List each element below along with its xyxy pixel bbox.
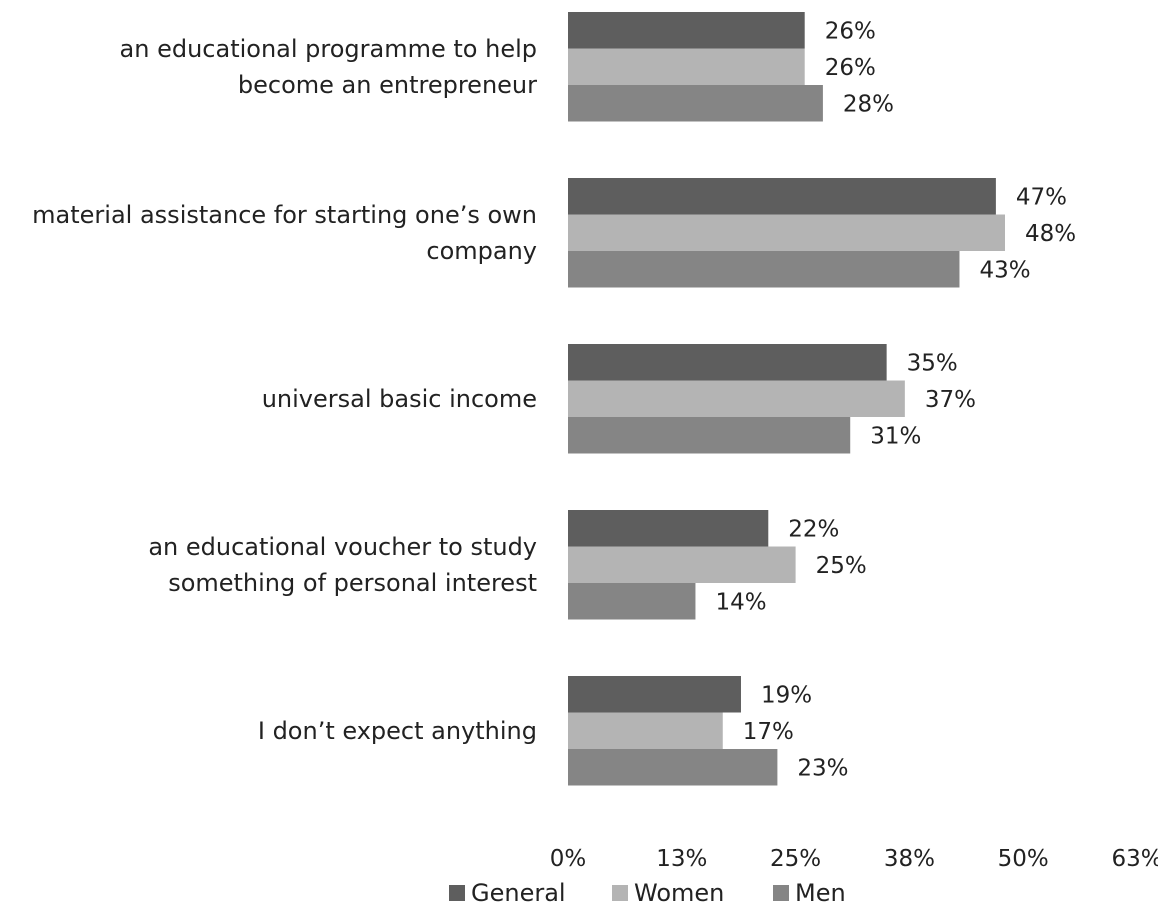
value-labels-group: 26% 26% 28% 47% 48% 43% 35% 37%31% 22% 25% 14% 19% 1… xyxy=(715,18,1076,781)
x-tick-label-3: 38% xyxy=(884,846,935,872)
x-tick-label-2: 25% xyxy=(770,846,821,872)
x-tick-label-5: 63% xyxy=(1111,846,1158,872)
category-label-1-line-1: company xyxy=(426,237,537,265)
legend-label-women: Women xyxy=(634,879,724,905)
x-tick-label-0: 0% xyxy=(550,846,587,872)
legend-swatch-general xyxy=(449,885,465,901)
value-label-general-1: 47% xyxy=(1016,184,1067,210)
bar-men-2 xyxy=(568,417,851,454)
category-label-1-line-0: material assistance for starting one’s o… xyxy=(32,201,537,229)
bar-general-0 xyxy=(568,12,805,49)
bar-women-2 xyxy=(568,380,905,417)
bar-women-3 xyxy=(568,546,796,583)
bar-men-3 xyxy=(568,583,696,620)
value-label-general-3: 22% xyxy=(788,516,839,542)
category-label-3-line-1: something of personal interest xyxy=(168,569,537,597)
legend-swatch-women xyxy=(612,885,628,901)
legend-label-general: General xyxy=(471,879,566,905)
value-label-women-4: 17% xyxy=(743,719,794,745)
value-label-men-0: 28% xyxy=(843,91,894,117)
legend-swatch-men xyxy=(773,885,789,901)
value-label-men-2: 31% xyxy=(870,423,921,449)
x-axis: 0% 13% 25% 38% 50% 63% xyxy=(550,846,1158,872)
x-tick-label-4: 50% xyxy=(998,846,1049,872)
category-label-0-line-1: become an entrepreneur xyxy=(238,71,537,99)
category-label-3-line-0: an educational voucher to study xyxy=(148,533,537,561)
category-label-4-line-0: I don’t expect anything xyxy=(258,717,537,745)
bar-general-3 xyxy=(568,510,769,547)
bar-men-4 xyxy=(568,749,778,786)
legend: General Women Men xyxy=(449,879,846,905)
bar-general-4 xyxy=(568,676,741,713)
bar-women-4 xyxy=(568,712,723,749)
value-label-men-1: 43% xyxy=(979,257,1030,283)
bar-general-1 xyxy=(568,178,996,215)
bar-men-0 xyxy=(568,85,823,122)
value-label-women-1: 48% xyxy=(1025,221,1076,247)
category-label-2-line-0: universal basic income xyxy=(262,385,537,413)
value-label-men-3: 14% xyxy=(715,589,766,615)
x-tick-label-1: 13% xyxy=(656,846,707,872)
value-label-women-3: 25% xyxy=(816,553,867,579)
bar-general-2 xyxy=(568,344,887,381)
value-label-general-0: 26% xyxy=(825,18,876,44)
value-label-women-2: 37% xyxy=(925,387,976,413)
bar-women-1 xyxy=(568,214,1005,251)
bars-group xyxy=(568,12,1005,786)
bar-women-0 xyxy=(568,48,805,85)
value-label-general-4: 19% xyxy=(761,682,812,708)
category-labels-group: an educational programme to help become a… xyxy=(32,35,537,745)
category-label-0-line-0: an educational programme to help xyxy=(120,35,537,63)
value-label-women-0: 26% xyxy=(825,55,876,81)
value-label-men-4: 23% xyxy=(797,755,848,781)
bar-men-1 xyxy=(568,251,960,288)
legend-label-men: Men xyxy=(795,879,846,905)
value-label-general-2: 35% xyxy=(907,350,958,376)
